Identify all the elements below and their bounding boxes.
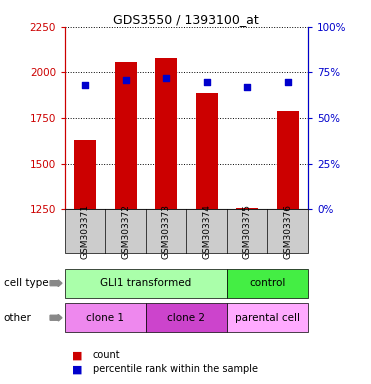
Bar — [196, 93, 218, 209]
Text: clone 2: clone 2 — [167, 313, 206, 323]
Text: ■: ■ — [72, 350, 83, 360]
Text: cell type: cell type — [4, 278, 48, 288]
Text: other: other — [4, 313, 32, 323]
Text: percentile rank within the sample: percentile rank within the sample — [93, 364, 258, 374]
Point — [244, 84, 250, 90]
Text: count: count — [93, 350, 120, 360]
Text: GSM303374: GSM303374 — [202, 204, 211, 259]
Bar — [276, 111, 299, 209]
Text: GSM303376: GSM303376 — [283, 204, 292, 259]
Text: parental cell: parental cell — [235, 313, 300, 323]
Text: clone 1: clone 1 — [86, 313, 124, 323]
Bar — [155, 58, 177, 209]
Text: GSM303373: GSM303373 — [162, 204, 171, 259]
Text: GDS3550 / 1393100_at: GDS3550 / 1393100_at — [113, 13, 258, 26]
Bar — [74, 140, 96, 209]
Text: GSM303372: GSM303372 — [121, 204, 130, 259]
Point — [204, 79, 210, 85]
Text: GSM303371: GSM303371 — [81, 204, 90, 259]
Text: GLI1 transformed: GLI1 transformed — [100, 278, 191, 288]
Point — [285, 79, 290, 85]
Text: control: control — [249, 278, 286, 288]
Point — [82, 82, 88, 88]
Text: ■: ■ — [72, 364, 83, 374]
Point — [123, 77, 129, 83]
Bar — [115, 61, 137, 209]
Point — [163, 75, 169, 81]
Text: GSM303375: GSM303375 — [243, 204, 252, 259]
